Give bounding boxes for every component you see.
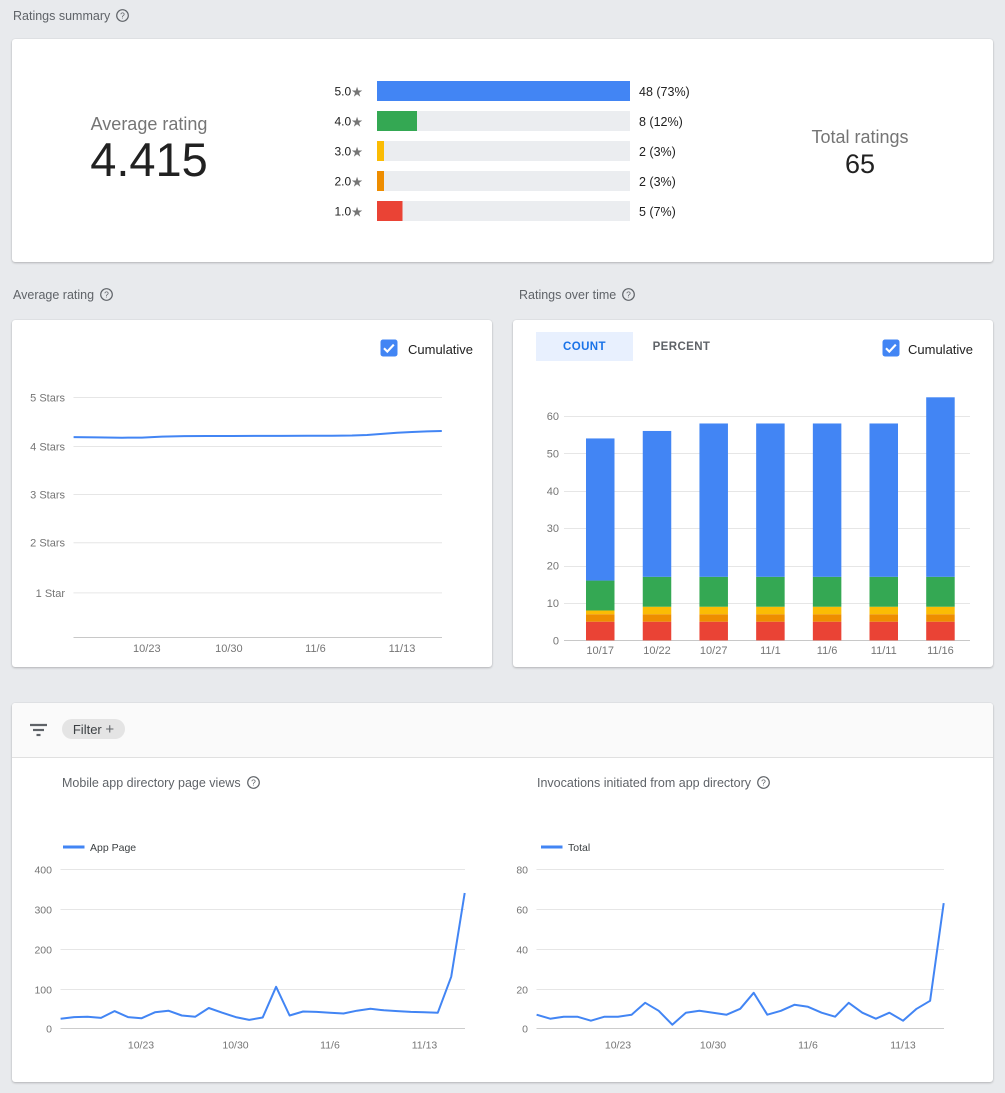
svg-text:?: ? [761,778,766,788]
svg-text:400: 400 [34,865,52,877]
svg-text:30: 30 [547,523,559,535]
svg-text:0: 0 [553,635,559,647]
svg-text:11/6: 11/6 [305,643,326,655]
svg-text:2 Stars: 2 Stars [30,538,65,550]
svg-text:5 (7%): 5 (7%) [639,205,676,219]
svg-text:48 (73%): 48 (73%) [639,85,690,99]
svg-text:40: 40 [547,486,559,498]
svg-text:App Page: App Page [90,842,136,854]
svg-text:★: ★ [351,114,363,129]
svg-text:1 Star: 1 Star [36,588,66,600]
svg-text:11/16: 11/16 [927,645,954,657]
svg-text:60: 60 [516,905,528,917]
svg-text:10/23: 10/23 [133,643,161,655]
svg-text:300: 300 [34,905,52,917]
svg-text:★: ★ [351,204,363,219]
svg-text:40: 40 [516,945,528,957]
svg-text:20: 20 [516,985,528,997]
svg-text:11/11: 11/11 [871,645,897,657]
svg-text:★: ★ [351,144,363,159]
svg-text:50: 50 [547,448,559,460]
svg-text:200: 200 [34,945,52,957]
svg-text:10/22: 10/22 [643,645,671,657]
svg-text:8 (12%): 8 (12%) [639,115,683,129]
svg-text:11/6: 11/6 [798,1040,818,1052]
svg-text:1.0: 1.0 [335,204,352,218]
svg-text:10/27: 10/27 [700,645,728,657]
svg-text:20: 20 [547,561,559,573]
svg-text:11/13: 11/13 [890,1040,916,1052]
svg-text:10/23: 10/23 [128,1040,154,1052]
svg-text:10/30: 10/30 [700,1040,726,1052]
svg-text:10: 10 [547,598,559,610]
svg-text:★: ★ [351,84,363,99]
svg-text:0: 0 [522,1024,528,1036]
svg-text:11/13: 11/13 [412,1040,438,1052]
svg-text:?: ? [251,778,256,788]
svg-text:60: 60 [547,411,559,423]
svg-text:11/6: 11/6 [817,645,838,657]
svg-text:4.0: 4.0 [335,114,352,128]
svg-text:★: ★ [351,174,363,189]
svg-text:4 Stars: 4 Stars [30,442,65,454]
svg-text:11/13: 11/13 [389,643,416,655]
svg-text:5.0: 5.0 [335,84,352,98]
svg-text:?: ? [120,11,125,21]
svg-text:Total: Total [568,842,590,854]
svg-text:11/1: 11/1 [760,645,781,657]
svg-text:10/17: 10/17 [586,645,614,657]
svg-text:10/30: 10/30 [222,1040,248,1052]
svg-text:5 Stars: 5 Stars [30,393,65,405]
svg-text:2 (3%): 2 (3%) [639,175,676,189]
svg-text:2.0: 2.0 [335,174,352,188]
svg-text:80: 80 [516,865,528,877]
svg-text:10/23: 10/23 [605,1040,631,1052]
svg-text:3 Stars: 3 Stars [30,490,65,502]
svg-text:11/6: 11/6 [320,1040,340,1052]
svg-text:0: 0 [46,1024,52,1036]
svg-text:10/30: 10/30 [215,643,243,655]
svg-text:2 (3%): 2 (3%) [639,145,676,159]
svg-text:?: ? [626,290,631,300]
svg-text:?: ? [104,290,109,300]
svg-text:100: 100 [34,985,52,997]
svg-text:3.0: 3.0 [335,144,352,158]
